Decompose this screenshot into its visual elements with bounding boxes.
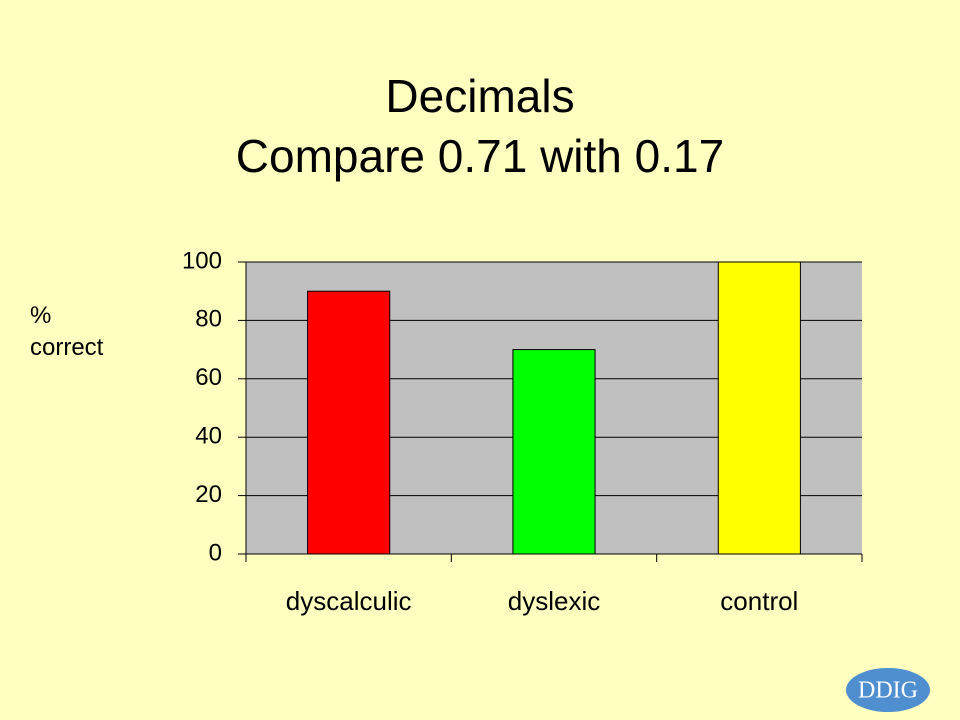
x-tick-label: control [720, 586, 798, 616]
x-tick-label: dyscalculic [286, 586, 412, 616]
y-tick-label: 20 [195, 481, 222, 508]
y-tick-label: 0 [209, 539, 222, 566]
y-tick-label: 80 [195, 306, 222, 333]
bar [512, 349, 596, 555]
y-axis-label: % correct [30, 302, 104, 361]
logo-text: DDIG [858, 678, 918, 704]
y-tick-label: 100 [182, 247, 222, 274]
x-tick-label: dyslexic [508, 586, 600, 616]
chart-title: Decimals [385, 70, 574, 122]
y-tick-label: 60 [195, 364, 222, 391]
bar [717, 261, 801, 555]
chart-subtitle: Compare 0.71 with 0.17 [236, 130, 724, 182]
y-tick-label: 40 [195, 423, 222, 450]
bar [307, 290, 391, 555]
logo-badge [846, 668, 930, 712]
